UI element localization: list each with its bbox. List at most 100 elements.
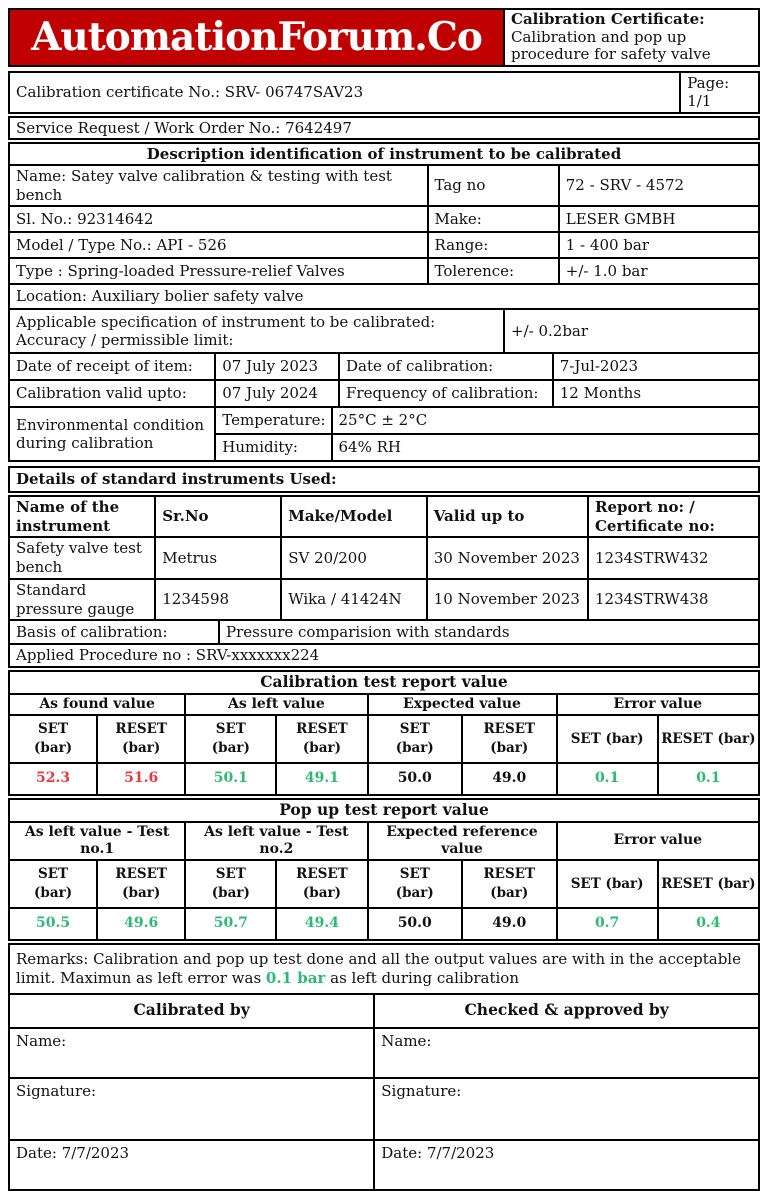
standards-section-title: Details of standard instruments Used: (8, 465, 760, 493)
certificate-subtitle-line1: Calibration and pop up (511, 27, 687, 46)
frequency-value: 12 Months (551, 378, 761, 408)
location-row: Location: Auxiliary bolier safety valve (8, 282, 760, 310)
description-title: Description identification of instrument… (8, 141, 760, 167)
standards-header-row: Name of the instrument Sr.No Make/Model … (7, 494, 761, 539)
subheader-set: SET (bar) (7, 713, 99, 764)
subheader-reset-inline: RESET (bar) (656, 858, 761, 909)
instrument-1-name: Safety valve test bench (7, 536, 157, 580)
subheader-reset: RESET (bar) (96, 713, 187, 764)
standards-title: Details of standard instruments Used: (8, 465, 760, 493)
service-request-row: Service Request / Work Order No.: 764249… (8, 115, 760, 140)
instrument-2-valid: 10 November 2023 (425, 577, 589, 622)
valve-type: Type : Spring-loaded Pressure-relief Val… (8, 256, 429, 285)
range-label: Range: (426, 230, 560, 259)
humidity-value: 64% RH (330, 432, 760, 462)
pop-value: 49.6 (96, 906, 187, 941)
calibration-values-row: 52.3 51.6 50.1 49.1 50.0 49.0 0.1 0.1 (7, 761, 761, 796)
subheader-reset: RESET (bar) (461, 713, 558, 764)
tag-no-value: 72 - SRV - 4572 (557, 164, 761, 207)
model-type-no: Model / Type No.: API - 526 (8, 230, 429, 259)
header-banner: AutomationForum.Co Calibration Certifica… (8, 7, 760, 68)
table-row: Date: 7/7/2023 Date: 7/7/2023 (7, 1138, 760, 1191)
table-row: Date of receipt of item: 07 July 2023 Da… (7, 351, 761, 381)
pop-value: 50.5 (7, 906, 99, 941)
instrument-1-valid: 30 November 2023 (425, 536, 589, 580)
description-table: Name: Satey valve calibration & testing … (8, 164, 761, 285)
range-value: 1 - 400 bar (557, 230, 761, 259)
popup-test-title: Pop up test report value (8, 797, 760, 823)
remarks-highlight: 0.1 bar (265, 968, 326, 987)
certificate-title: Calibration Certificate: (511, 10, 705, 28)
table-row: Environmental condition during calibrati… (7, 405, 760, 462)
group-expected-ref: Expected reference value (366, 820, 558, 861)
applicable-spec-value: +/- 0.2bar (503, 307, 760, 354)
table-row: Standard pressure gauge 1234598 Wika / 4… (7, 577, 761, 622)
table-row: Signature: Signature: (7, 1076, 760, 1141)
calibrated-by-date: Date: 7/7/2023 (7, 1138, 376, 1191)
subheader-set: SET (bar) (366, 713, 463, 764)
basis-value: Pressure comparision with standards (218, 619, 760, 646)
approved-by-signature-label: Signature: (373, 1076, 760, 1141)
pop-value: 49.0 (461, 906, 558, 941)
table-row: Humidity: 64% RH (9, 432, 760, 462)
group-as-found: As found value (7, 692, 187, 716)
basis-label: Basis of calibration: (8, 619, 220, 646)
valid-upto-value: 07 July 2024 (214, 378, 340, 408)
col-header-srno: Sr.No (154, 494, 283, 539)
approved-by-name-label: Name: (373, 1026, 760, 1079)
temperature-label: Temperature: (214, 405, 333, 435)
table-row: Type : Spring-loaded Pressure-relief Val… (8, 256, 761, 285)
col-header-valid: Valid up to (425, 494, 589, 539)
calibration-test-table: Calibration test report value As found v… (7, 669, 761, 796)
signoff-header-row: Calibrated by Checked & approved by (7, 992, 760, 1029)
tag-no-label: Tag no (426, 164, 560, 207)
certificate-type-cell: Calibration Certificate: Calibration and… (503, 7, 760, 68)
pop-value: 50.7 (184, 906, 278, 941)
table-row: Name: Satey valve calibration & testing … (8, 164, 761, 207)
pop-value: 0.4 (656, 906, 761, 941)
signoff-table: Calibrated by Checked & approved by Name… (7, 992, 760, 1191)
certificate-number: Calibration certificate No.: SRV- 06747S… (7, 71, 682, 114)
pop-value: 49.4 (275, 906, 369, 941)
table-row: Calibration valid upto: 07 July 2024 Fre… (7, 378, 761, 408)
remarks-text: Remarks: Calibration and pop up test don… (8, 942, 760, 995)
instrument-1-srno: Metrus (154, 536, 283, 580)
make-value: LESER GMBH (557, 204, 761, 233)
group-as-left: As left value (184, 692, 369, 716)
group-error: Error value (555, 820, 760, 861)
group-test2: As left value - Test no.2 (184, 820, 369, 861)
table-row: Sl. No.: 92314642 Make: LESER GMBH (8, 204, 761, 233)
remarks-prefix: Remarks: Calibration and pop up test don… (16, 950, 741, 987)
service-request-number: Service Request / Work Order No.: 764249… (8, 115, 760, 140)
pop-value: 50.0 (366, 906, 463, 941)
subheader-set: SET (bar) (7, 858, 99, 909)
cal-value: 0.1 (555, 761, 659, 796)
col-header-model: Make/Model (280, 494, 428, 539)
calibration-date-label: Date of calibration: (338, 351, 554, 381)
applicable-spec-label: Applicable specification of instrument t… (8, 307, 505, 354)
col-header-name: Name of the instrument (7, 494, 157, 539)
receipt-date-label: Date of receipt of item: (7, 351, 217, 381)
basis-row: Basis of calibration: Pressure comparisi… (8, 619, 760, 646)
calibrated-by-header: Calibrated by (7, 992, 376, 1029)
group-error: Error value (555, 692, 760, 716)
subheader-set-inline: SET (bar) (555, 713, 659, 764)
table-row: Model / Type No.: API - 526 Range: 1 - 4… (8, 230, 761, 259)
popup-subheader-row: SET (bar) RESET (bar) SET (bar) RESET (bar) … (7, 858, 761, 909)
cal-value: 52.3 (7, 761, 99, 796)
calibrated-by-name-label: Name: (7, 1026, 376, 1079)
subheader-set: SET (bar) (184, 858, 278, 909)
dates-table: Date of receipt of item: 07 July 2023 Da… (7, 351, 761, 408)
subheader-set: SET (bar) (184, 713, 278, 764)
table-row: Safety valve test bench Metrus SV 20/200… (7, 536, 761, 580)
environment-label: Environmental condition during calibrati… (7, 405, 217, 462)
subheader-reset: RESET (bar) (96, 858, 187, 909)
temperature-value: 25°C ± 2°C (330, 405, 760, 435)
environment-table: Environmental condition during calibrati… (7, 405, 760, 462)
cal-value: 49.0 (461, 761, 558, 796)
popup-group-row: As left value - Test no.1 As left value … (7, 820, 760, 861)
receipt-date-value: 07 July 2023 (214, 351, 340, 381)
cal-value: 0.1 (656, 761, 761, 796)
instrument-1-report: 1234STRW432 (586, 536, 761, 580)
